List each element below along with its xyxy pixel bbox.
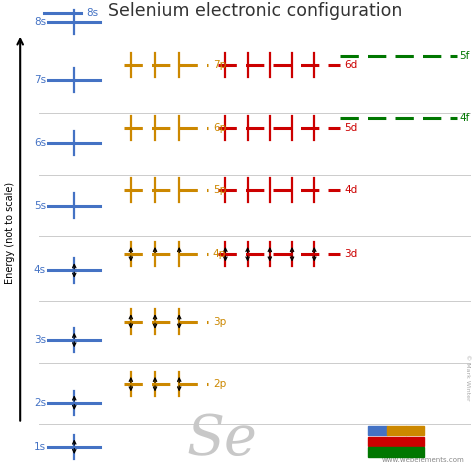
Text: 5f: 5f [460, 51, 470, 61]
Text: 5s: 5s [34, 201, 46, 210]
Text: 5d: 5d [345, 123, 358, 133]
Bar [368, 447, 424, 456]
Text: 4f: 4f [460, 113, 470, 123]
Text: 8s: 8s [34, 17, 46, 27]
Bar [368, 426, 387, 435]
Bar [406, 437, 424, 446]
Text: 4p: 4p [213, 249, 226, 259]
Text: www.webelements.com: www.webelements.com [382, 457, 465, 463]
Text: 4s: 4s [34, 265, 46, 275]
Bar [406, 426, 424, 435]
Text: 8s: 8s [86, 8, 98, 18]
Text: 6s: 6s [34, 138, 46, 148]
Text: 2p: 2p [213, 379, 226, 389]
Text: 3d: 3d [345, 249, 358, 259]
Text: © Mark Winter: © Mark Winter [465, 354, 471, 401]
Text: 3p: 3p [213, 317, 226, 327]
Text: 7s: 7s [34, 75, 46, 85]
Text: 1s: 1s [34, 442, 46, 452]
Text: Energy (not to scale): Energy (not to scale) [5, 182, 15, 284]
Bar [368, 437, 387, 446]
Bar [387, 426, 406, 435]
Text: 5p: 5p [213, 185, 226, 195]
Text: Se: Se [187, 412, 258, 467]
Text: 2s: 2s [34, 398, 46, 408]
Text: Selenium electronic configuration: Selenium electronic configuration [108, 2, 402, 20]
Text: 7p: 7p [213, 60, 226, 70]
Bar [387, 437, 406, 446]
Text: 6d: 6d [345, 60, 358, 70]
Text: 4d: 4d [345, 185, 358, 195]
Text: 6p: 6p [213, 123, 226, 133]
Text: 3s: 3s [34, 335, 46, 345]
